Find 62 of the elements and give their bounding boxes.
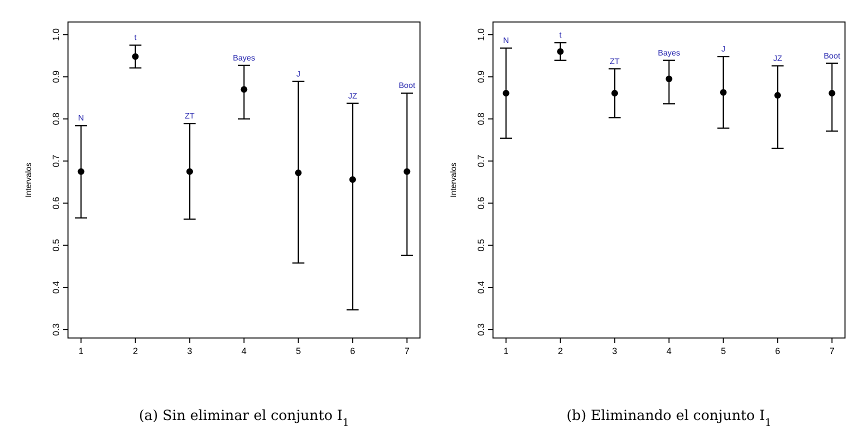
point xyxy=(78,168,84,175)
x-tick-label: 4 xyxy=(666,346,672,356)
y-tick-label: 0.3 xyxy=(476,323,486,336)
y-axis-title: Intervalos xyxy=(24,162,33,198)
point xyxy=(557,48,564,55)
x-tick-label: 7 xyxy=(829,346,834,356)
y-tick-label: 0.4 xyxy=(476,281,486,294)
y-tick-label: 0.9 xyxy=(476,70,486,84)
y-tick-label: 0.6 xyxy=(476,196,486,210)
x-tick-label: 5 xyxy=(296,346,301,356)
y-tick-label: 0.7 xyxy=(476,154,486,168)
point xyxy=(295,170,302,176)
annotation: Boot xyxy=(824,51,841,60)
y-axis-title: Intervalos xyxy=(449,162,458,198)
point xyxy=(132,53,139,60)
y-tick-label: 0.8 xyxy=(476,112,486,126)
annotation: ZT xyxy=(184,112,195,121)
point xyxy=(666,76,672,82)
annotation: Boot xyxy=(398,81,416,90)
y-tick-label: 0.5 xyxy=(51,239,61,252)
x-tick-label: 2 xyxy=(132,346,138,356)
annotation: Bayes xyxy=(658,48,680,58)
x-tick-label: 3 xyxy=(187,346,192,356)
y-tick-label: 0.5 xyxy=(476,239,486,252)
y-tick-label: 0.4 xyxy=(51,281,61,294)
annotation: N xyxy=(78,114,84,123)
annotation: t xyxy=(134,33,138,42)
x-tick-label: 2 xyxy=(558,346,563,356)
y-tick-label: 0.7 xyxy=(51,154,61,168)
point xyxy=(502,90,510,96)
point xyxy=(186,168,193,175)
annotation: N xyxy=(503,36,510,46)
annotation: t xyxy=(559,30,562,40)
x-tick-label: 5 xyxy=(720,346,726,356)
point xyxy=(349,176,356,183)
x-tick-label: 7 xyxy=(404,346,410,356)
y-tick-label: 0.8 xyxy=(51,112,61,126)
point xyxy=(404,168,410,175)
point xyxy=(240,86,248,93)
y-tick-label: 1.0 xyxy=(476,28,486,41)
annotation: J xyxy=(296,69,300,78)
annotation: ZT xyxy=(610,56,620,66)
y-tick-label: 0.6 xyxy=(51,196,61,210)
x-tick-label: 6 xyxy=(775,346,780,356)
point xyxy=(774,92,781,99)
point xyxy=(611,90,618,96)
annotation: JZ xyxy=(348,91,358,100)
text: (a) Sin eliminar el conjunto I$_{1}$ xyxy=(138,408,350,429)
x-tick-label: 6 xyxy=(350,346,356,356)
point xyxy=(720,89,727,96)
y-tick-label: 1.0 xyxy=(51,28,61,41)
x-tick-label: 4 xyxy=(241,346,247,356)
text: (b) Eliminando el conjunto I$_{1}$ xyxy=(566,408,772,429)
y-tick-label: 0.9 xyxy=(51,70,61,84)
annotation: J xyxy=(721,44,726,54)
x-tick-label: 3 xyxy=(612,346,618,356)
x-tick-label: 1 xyxy=(504,346,509,356)
annotation: JZ xyxy=(773,54,782,63)
annotation: Bayes xyxy=(232,53,256,62)
x-tick-label: 1 xyxy=(78,346,84,356)
point xyxy=(828,90,836,96)
y-tick-label: 0.3 xyxy=(51,323,61,336)
